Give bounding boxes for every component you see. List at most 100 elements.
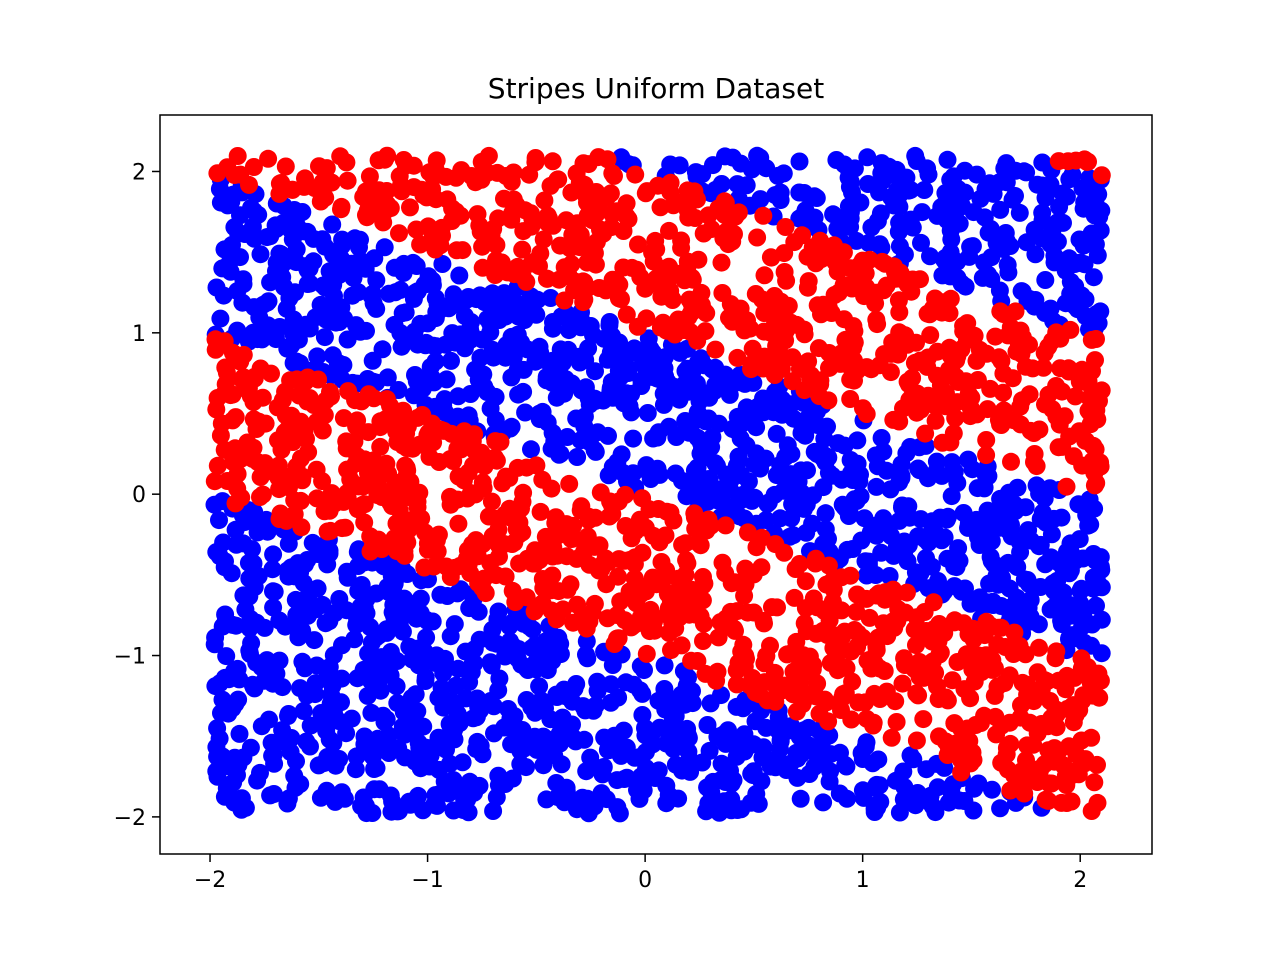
red-point <box>1055 407 1074 426</box>
blue-point <box>868 457 887 476</box>
blue-point <box>754 389 772 408</box>
red-point <box>296 372 315 391</box>
red-point <box>423 180 442 199</box>
blue-point <box>769 708 788 727</box>
blue-point <box>679 668 697 687</box>
red-point <box>862 360 881 379</box>
blue-point <box>919 165 938 184</box>
blue-point <box>218 196 237 215</box>
red-point <box>437 167 455 186</box>
blue-point <box>289 628 308 647</box>
red-point <box>857 278 876 297</box>
plot-frame <box>159 114 1153 855</box>
red-point <box>977 431 996 449</box>
red-point <box>317 159 336 178</box>
blue-point <box>503 769 522 788</box>
red-point <box>568 214 587 233</box>
blue-point <box>1041 600 1060 619</box>
red-point <box>785 588 804 607</box>
red-point <box>489 520 508 539</box>
blue-point <box>903 218 922 237</box>
red-point <box>795 325 814 344</box>
blue-point <box>349 582 368 600</box>
red-point <box>918 304 937 323</box>
red-point <box>766 692 785 711</box>
blue-point <box>350 238 368 257</box>
blue-point <box>320 730 339 749</box>
blue-point <box>614 721 633 740</box>
blue-point <box>522 440 540 459</box>
red-point <box>378 146 397 165</box>
red-point <box>1040 774 1059 793</box>
red-point <box>1025 445 1044 463</box>
blue-point <box>502 735 521 754</box>
blue-point <box>317 781 336 800</box>
blue-point <box>1060 249 1079 268</box>
red-point <box>426 240 445 259</box>
red-point <box>926 411 945 430</box>
blue-point <box>240 587 259 606</box>
red-point <box>781 313 800 332</box>
red-point <box>1047 718 1066 737</box>
red-point <box>1073 691 1092 710</box>
blue-point <box>872 543 891 562</box>
blue-point <box>1070 230 1089 249</box>
red-point <box>617 305 636 324</box>
red-point <box>231 352 250 371</box>
red-point <box>960 732 979 750</box>
blue-point <box>263 560 282 579</box>
red-point <box>860 651 879 669</box>
blue-point <box>423 276 442 294</box>
blue-point <box>980 514 999 532</box>
red-point <box>253 388 272 407</box>
red-point <box>945 613 964 632</box>
red-point <box>299 443 318 462</box>
blue-point <box>406 685 425 704</box>
blue-point <box>901 746 920 765</box>
blue-point <box>287 606 306 624</box>
blue-point <box>241 738 260 757</box>
blue-point <box>683 362 702 381</box>
blue-point <box>245 229 264 248</box>
red-point <box>208 389 227 407</box>
red-point <box>420 163 439 182</box>
red-point <box>535 191 554 210</box>
red-point <box>691 536 710 555</box>
red-point <box>910 653 929 671</box>
red-point <box>645 621 664 640</box>
red-point <box>307 460 326 479</box>
red-point <box>709 628 728 647</box>
red-point <box>244 438 263 457</box>
blue-point <box>872 164 891 183</box>
blue-point <box>592 784 611 803</box>
red-point <box>819 391 838 410</box>
blue-point <box>999 553 1018 572</box>
blue-point <box>632 767 651 786</box>
blue-point <box>737 436 756 455</box>
blue-point <box>1017 233 1036 252</box>
red-point <box>370 181 388 200</box>
red-point <box>580 612 599 631</box>
blue-point <box>814 793 833 812</box>
blue-point <box>983 780 1001 799</box>
blue-point <box>776 448 795 467</box>
red-point <box>465 425 484 444</box>
red-point <box>415 558 434 577</box>
red-point <box>932 303 951 322</box>
blue-point <box>886 771 905 790</box>
blue-point <box>384 582 403 600</box>
red-point <box>946 734 965 753</box>
blue-point <box>279 707 297 726</box>
blue-point <box>917 549 935 568</box>
red-point <box>1085 463 1104 482</box>
blue-point <box>670 390 689 409</box>
blue-point <box>405 722 424 741</box>
red-point <box>617 194 636 213</box>
red-point <box>395 546 414 565</box>
red-point <box>503 581 522 600</box>
blue-point <box>1027 476 1046 495</box>
blue-point <box>273 678 292 697</box>
red-point <box>275 423 294 442</box>
blue-point <box>234 270 253 289</box>
red-point <box>768 598 786 617</box>
